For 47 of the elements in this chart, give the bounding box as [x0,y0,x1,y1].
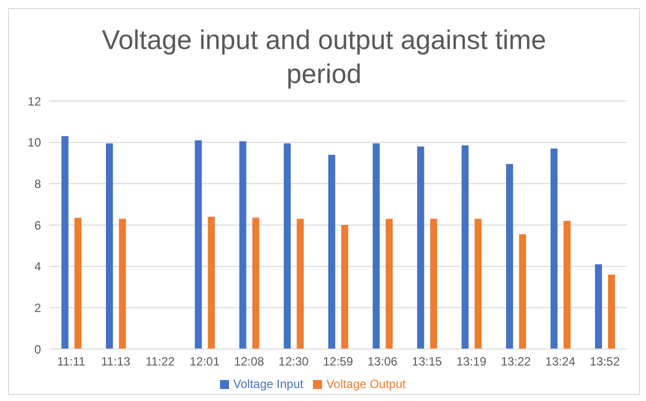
x-tick-label: 12:59 [322,354,354,369]
bar [239,141,246,349]
x-tick-label: 13:52 [590,354,620,369]
chart-title: Voltage input and output against time period [100,24,548,91]
bar [608,274,615,349]
bar [194,140,202,349]
bar [74,218,82,349]
x-tick-label: 13:15 [412,354,442,369]
bar [474,218,482,349]
x-tick-label: 12:01 [190,354,220,369]
bar [519,234,526,349]
x-tick-label: 13:22 [500,354,532,369]
bar [61,136,68,349]
y-tick-label: 4 [34,260,42,274]
x-tick-label: 11:13 [101,354,131,369]
bar [106,143,113,349]
x-tick-label: 13:06 [367,354,398,369]
bar [208,216,215,349]
bar [462,145,469,349]
bar [417,146,424,349]
x-tick-label: 13:19 [456,354,487,369]
bar [506,164,514,349]
x-tick-label: 11:22 [146,354,176,369]
legend-label: Voltage Output [326,377,406,391]
bar [328,154,336,349]
bar [594,264,602,349]
x-tick-label: 12:30 [278,354,309,369]
y-tick-label: 2 [34,300,42,315]
bar [284,143,291,349]
y-tick-label: 10 [28,136,42,150]
bar [118,218,126,349]
y-tick-label: 12 [28,94,42,108]
y-tick-label: 0 [34,342,42,356]
bar [296,218,304,349]
bar [386,218,393,349]
bar [430,218,438,349]
legend-label: Voltage Input [233,377,304,391]
x-tick-label: 13:24 [545,354,576,369]
bar [550,148,558,349]
bar [372,143,380,349]
bar [252,218,260,349]
bar [564,220,571,349]
y-tick-label: 6 [34,218,42,232]
bar [341,225,348,349]
x-tick-label: 11:11 [57,354,86,369]
y-tick-label: 8 [34,176,42,191]
x-tick-label: 12:08 [234,354,264,369]
